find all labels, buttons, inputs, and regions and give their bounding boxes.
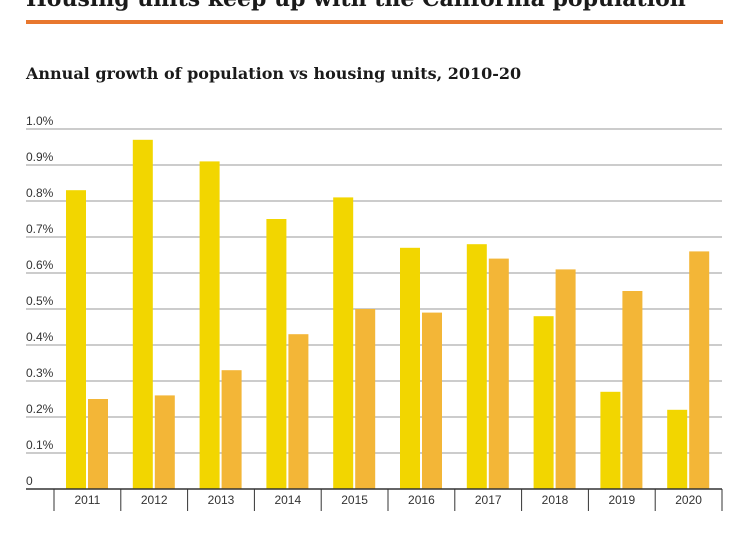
y-tick-label: 0.8% — [26, 186, 54, 200]
bar-2015-series-1 — [333, 197, 354, 489]
bar-2014-series-1 — [266, 219, 287, 489]
x-tick-label: 2014 — [274, 493, 301, 507]
bar-2013-series-2 — [221, 370, 242, 489]
x-tick-label: 2012 — [141, 493, 168, 507]
page-heading: Housing units keep up with the Californi… — [26, 0, 686, 12]
x-tick-label: 2016 — [408, 493, 435, 507]
bar-2013-series-1 — [199, 161, 220, 489]
bar-2019-series-2 — [622, 291, 643, 489]
x-tick-label: 2015 — [341, 493, 368, 507]
bar-2011-series-2 — [88, 399, 108, 489]
bar-2017-series-1 — [466, 244, 487, 489]
y-tick-label: 1.0% — [26, 114, 54, 128]
x-tick-label: 2013 — [208, 493, 235, 507]
x-tick-label: 2020 — [675, 493, 702, 507]
bar-2016-series-1 — [400, 247, 420, 489]
chart-title: Annual growth of population vs housing u… — [26, 64, 522, 83]
y-tick-label: 0.5% — [26, 294, 54, 308]
x-tick-label: 2019 — [608, 493, 635, 507]
y-tick-label: 0.2% — [26, 402, 54, 416]
bar-2015-series-2 — [355, 309, 376, 489]
x-axis: 2011 2012 2013 2014 2015 2016 2017 2018 2019 2020 — [26, 488, 723, 511]
y-tick-label: 0.4% — [26, 330, 54, 344]
y-tick-label: 0.1% — [26, 438, 54, 452]
x-tick-label: 2018 — [542, 493, 569, 507]
bar-2018-series-2 — [555, 269, 576, 489]
bar-2014-series-2 — [288, 334, 309, 489]
accent-rule — [26, 20, 723, 24]
y-tick-label: 0.9% — [26, 150, 54, 164]
bars — [66, 139, 710, 490]
y-tick-label: 0.3% — [26, 366, 54, 380]
bar-2020-series-2 — [689, 251, 710, 489]
bar-2020-series-1 — [667, 409, 688, 489]
bar-2011-series-1 — [66, 190, 86, 489]
bar-2016-series-2 — [422, 312, 442, 489]
y-axis-tick-labels: 0 0.1% 0.2% 0.3% 0.4% 0.5% 0.6% 0.7% 0.8% 0.9% 1.0… — [26, 114, 54, 488]
y-tick-label: 0.7% — [26, 222, 54, 236]
bar-2017-series-2 — [488, 258, 509, 489]
bar-2019-series-1 — [600, 391, 621, 489]
x-tick-label: 2011 — [74, 493, 100, 507]
y-tick-label: 0.6% — [26, 258, 54, 272]
bar-2012-series-2 — [154, 395, 175, 489]
bar-2012-series-1 — [132, 139, 153, 490]
bar-2018-series-1 — [533, 316, 554, 489]
x-tick-label: 2017 — [475, 493, 502, 507]
y-tick-label: 0 — [26, 474, 33, 488]
